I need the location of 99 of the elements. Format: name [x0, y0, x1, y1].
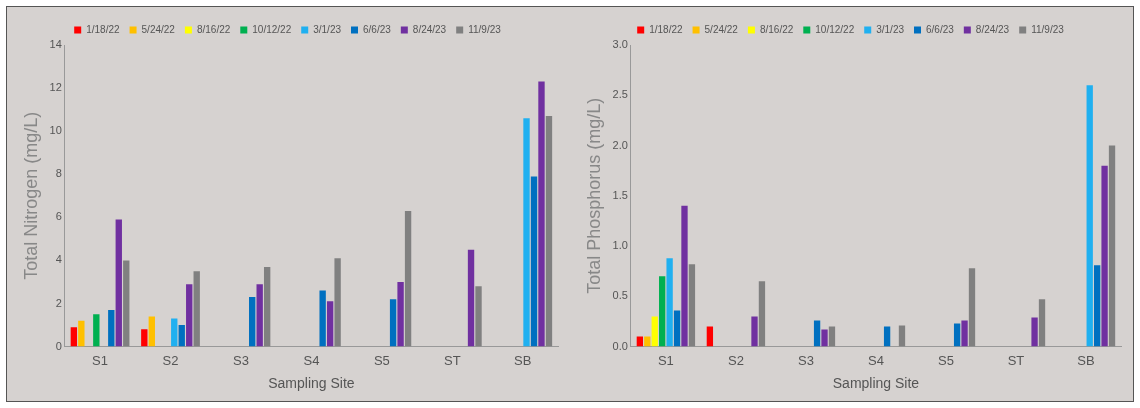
y-tick-label: 0	[55, 339, 62, 352]
x-axis-title: Sampling Site	[268, 375, 355, 392]
x-tick-label: S4	[303, 352, 320, 368]
legend-label: 6/6/23	[363, 23, 392, 35]
y-tick-label: 2	[55, 296, 62, 309]
bar	[666, 258, 673, 347]
x-tick-label: S5	[373, 352, 390, 368]
legend-label: 3/1/23	[313, 23, 342, 35]
bar	[1086, 85, 1093, 347]
bar	[319, 290, 326, 347]
bar	[681, 205, 688, 347]
bar	[883, 326, 891, 347]
x-tick-label: S1	[92, 352, 109, 368]
bar	[751, 316, 758, 347]
legend-label: 10/12/22	[815, 23, 855, 35]
bar	[688, 264, 696, 347]
legend-label: 10/12/22	[252, 23, 292, 35]
legend-label: 11/9/23	[1031, 23, 1065, 35]
bar	[193, 271, 200, 347]
y-tick-label: 1.0	[612, 239, 628, 252]
bar	[389, 299, 397, 347]
bar	[178, 325, 185, 347]
bar	[404, 210, 412, 347]
bar	[1093, 265, 1101, 347]
bar	[673, 310, 681, 347]
y-tick-label: 12	[49, 81, 62, 94]
bar	[108, 309, 115, 347]
x-tick-label: S2	[727, 352, 744, 368]
bar	[263, 266, 271, 347]
bar	[397, 281, 404, 347]
x-axis-title: Sampling Site	[832, 375, 920, 392]
bar	[1101, 165, 1108, 347]
y-tick-label: 14	[49, 38, 62, 51]
legend-label: 1/18/22	[649, 23, 683, 35]
x-tick-label: SB	[514, 352, 532, 368]
y-tick-label: 1.5	[612, 188, 628, 201]
y-axis-title: Total Phosphorus (mg/L)	[583, 97, 604, 294]
legend-label: 8/24/23	[975, 23, 1010, 35]
x-tick-label: S3	[233, 352, 249, 368]
x-tick-label: SB	[1077, 352, 1095, 368]
bar	[475, 286, 482, 347]
x-tick-label: S4	[867, 352, 884, 368]
bar	[538, 81, 545, 347]
x-tick-label: S3	[797, 352, 814, 368]
y-tick-label: 2.0	[612, 138, 628, 151]
bar	[70, 327, 78, 347]
bar	[828, 326, 836, 347]
y-tick-label: 10	[49, 124, 62, 137]
bar	[821, 329, 828, 347]
x-tick-label: ST	[444, 352, 461, 368]
y-tick-label: 2.5	[612, 88, 628, 101]
bar	[1038, 299, 1046, 347]
legend-label: 1/18/22	[86, 23, 120, 35]
bar	[467, 249, 475, 347]
bar	[123, 260, 130, 347]
bar	[1031, 317, 1038, 347]
x-tick-label: ST	[1007, 352, 1025, 368]
bar	[968, 268, 976, 347]
bar	[141, 329, 148, 347]
bar	[953, 323, 961, 347]
bar	[1108, 145, 1116, 347]
bar	[758, 281, 766, 347]
bar	[523, 118, 530, 347]
y-tick-label: 8	[55, 167, 62, 180]
bar	[530, 176, 538, 347]
y-axis-title: Total Nitrogen (mg/L)	[20, 111, 41, 280]
bar	[545, 116, 553, 347]
legend-label: 3/1/23	[876, 23, 905, 35]
bar	[186, 284, 193, 347]
bar	[651, 316, 658, 347]
bar	[813, 320, 821, 347]
x-tick-label: S5	[938, 352, 954, 368]
legend-label: 6/6/23	[926, 23, 955, 35]
bar	[171, 318, 178, 347]
bar	[961, 320, 968, 347]
legend-label: 5/24/22	[704, 23, 739, 35]
bar	[256, 284, 263, 347]
x-tick-label: S2	[162, 352, 179, 368]
bar	[659, 276, 666, 347]
bar	[898, 325, 906, 347]
y-tick-label: 0.0	[612, 339, 628, 352]
legend-label: 8/16/22	[759, 23, 794, 35]
x-tick-label: S1	[657, 352, 674, 368]
legend-label: 5/24/22	[141, 23, 176, 35]
bar	[326, 301, 334, 347]
legend-label: 8/16/22	[196, 23, 231, 35]
y-tick-label: 4	[55, 253, 62, 266]
bar	[334, 258, 341, 347]
bar	[115, 219, 122, 347]
bar	[249, 297, 256, 347]
legend-label: 8/24/23	[412, 23, 447, 35]
y-tick-label: 6	[55, 210, 62, 223]
bar	[706, 326, 714, 347]
bar	[148, 316, 155, 347]
bar	[93, 314, 100, 347]
bar	[78, 320, 85, 347]
y-tick-label: 3.0	[612, 38, 628, 51]
y-tick-label: 0.5	[612, 289, 628, 302]
legend-label: 11/9/23	[468, 23, 502, 35]
